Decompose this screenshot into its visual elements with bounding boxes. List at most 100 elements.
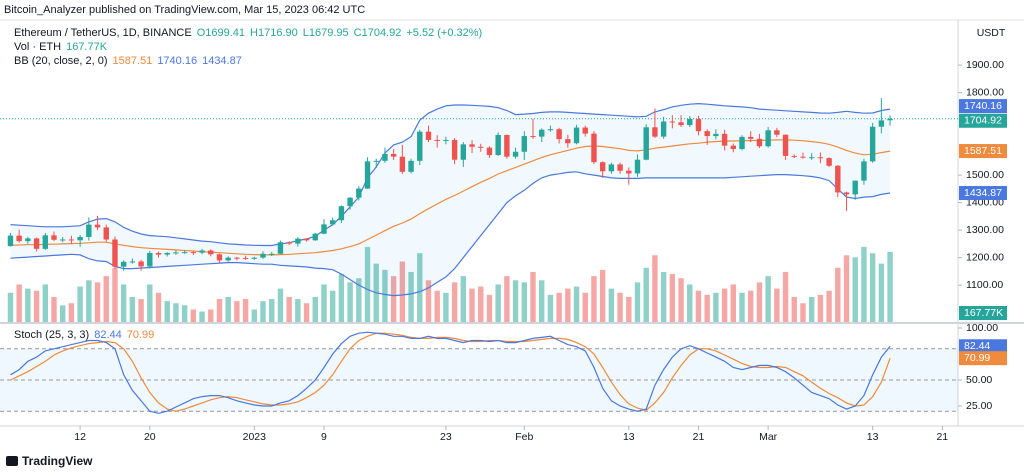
candle-body bbox=[843, 192, 850, 195]
candle-body bbox=[51, 235, 57, 240]
volume-bar bbox=[390, 276, 397, 322]
volume-tag: 167.77K bbox=[964, 307, 1003, 319]
candle-body bbox=[721, 133, 728, 146]
volume-bar bbox=[181, 305, 188, 322]
volume-bar bbox=[748, 290, 754, 322]
volume-bar bbox=[852, 257, 858, 322]
candle-body bbox=[364, 161, 371, 189]
candle-body bbox=[565, 139, 571, 144]
candle-body bbox=[417, 131, 423, 161]
candle-body bbox=[478, 146, 484, 148]
volume-bar bbox=[591, 276, 597, 322]
stoch-d bbox=[10, 332, 891, 412]
candle-body bbox=[582, 127, 588, 134]
stoch-title: Stoch (25, 3, 3) bbox=[14, 329, 89, 341]
candle-body bbox=[521, 136, 527, 152]
candle-body bbox=[687, 119, 693, 126]
candle-body bbox=[164, 252, 170, 255]
candle-body bbox=[408, 160, 414, 172]
volume-bar bbox=[242, 299, 249, 322]
x-tick-label: 12 bbox=[74, 431, 86, 443]
volume-bar bbox=[791, 296, 797, 322]
volume-bar bbox=[547, 294, 554, 322]
candle-body bbox=[33, 238, 40, 249]
stoch-tick-label: 100.00 bbox=[966, 322, 998, 334]
volume-bar bbox=[800, 303, 806, 322]
candle-body bbox=[199, 250, 205, 253]
candle-body bbox=[782, 134, 789, 156]
volume-bar bbox=[382, 269, 388, 322]
bb-basis-tag-bg bbox=[959, 144, 1007, 159]
candle-body bbox=[826, 158, 832, 166]
candle-body bbox=[643, 127, 649, 160]
volume-bar bbox=[408, 271, 414, 322]
volume-bar bbox=[338, 274, 345, 322]
volume-bar bbox=[60, 305, 66, 322]
stoch-k-value: 82.44 bbox=[94, 329, 122, 341]
volume-bar bbox=[599, 269, 606, 322]
x-tick-label: 20 bbox=[144, 431, 156, 443]
candle-body bbox=[312, 233, 318, 241]
ohlc-value: O1699.41 bbox=[197, 27, 245, 39]
candle-body bbox=[390, 153, 397, 157]
volume-bar bbox=[138, 299, 144, 322]
candle-body bbox=[277, 242, 284, 254]
candle-body bbox=[286, 242, 292, 244]
bb-title: BB (20, close, 2, 0) bbox=[14, 55, 108, 67]
candle-body bbox=[774, 130, 780, 135]
volume-bar bbox=[86, 280, 92, 322]
candle-body bbox=[791, 155, 797, 157]
candle-body bbox=[591, 133, 597, 163]
volume-bar bbox=[782, 271, 789, 322]
volume-value: 167.77K bbox=[66, 41, 108, 53]
volume-bar bbox=[25, 288, 31, 322]
stoch-k-tag-bg bbox=[959, 339, 1007, 354]
candle-body bbox=[460, 144, 467, 160]
volume-bar bbox=[112, 267, 118, 322]
candle-body bbox=[225, 257, 231, 261]
candle-body bbox=[68, 239, 75, 241]
stoch-tick-label: 25.00 bbox=[966, 400, 992, 412]
x-tick-label: Mar bbox=[759, 431, 778, 443]
candle-body bbox=[713, 133, 719, 137]
bb-upper-tag: 1740.16 bbox=[964, 100, 1002, 112]
currency: USDT bbox=[977, 27, 1006, 39]
volume-bar bbox=[42, 284, 48, 322]
candle-body bbox=[539, 129, 545, 137]
volume-bar bbox=[364, 246, 371, 322]
volume-bar bbox=[765, 276, 771, 322]
volume-bar bbox=[756, 282, 763, 322]
volume-bar bbox=[608, 288, 615, 322]
volume-bar bbox=[312, 296, 318, 322]
volume-bar bbox=[173, 303, 179, 322]
volume-bar bbox=[573, 286, 580, 322]
volume-bar bbox=[556, 292, 562, 322]
candle-body bbox=[765, 130, 771, 147]
volume-bar bbox=[617, 292, 623, 322]
price-pane bbox=[0, 98, 958, 322]
volume-bar bbox=[669, 274, 676, 322]
candle-body bbox=[120, 261, 127, 267]
candle-body bbox=[138, 261, 144, 267]
candle-body bbox=[817, 157, 824, 159]
brand: TradingView bbox=[6, 454, 93, 468]
volume-bar bbox=[539, 280, 545, 322]
candle-body bbox=[242, 257, 249, 259]
candle-body bbox=[486, 147, 493, 156]
volume-bar bbox=[478, 286, 484, 322]
candle-body bbox=[382, 153, 388, 161]
candle-body bbox=[25, 238, 31, 242]
volume-bar bbox=[190, 309, 197, 322]
stoch-k-tag: 82.44 bbox=[964, 340, 990, 352]
stoch-d-tag: 70.99 bbox=[964, 352, 990, 364]
volume-bar bbox=[425, 280, 432, 322]
volume-bar bbox=[120, 284, 127, 322]
x-tick-label: Feb bbox=[515, 431, 533, 443]
candle-body bbox=[800, 156, 806, 158]
candle-body bbox=[634, 159, 641, 174]
volume-bar bbox=[826, 290, 832, 322]
volume-bar bbox=[234, 301, 240, 322]
candle-body bbox=[155, 252, 162, 255]
volume-bar bbox=[713, 292, 719, 322]
